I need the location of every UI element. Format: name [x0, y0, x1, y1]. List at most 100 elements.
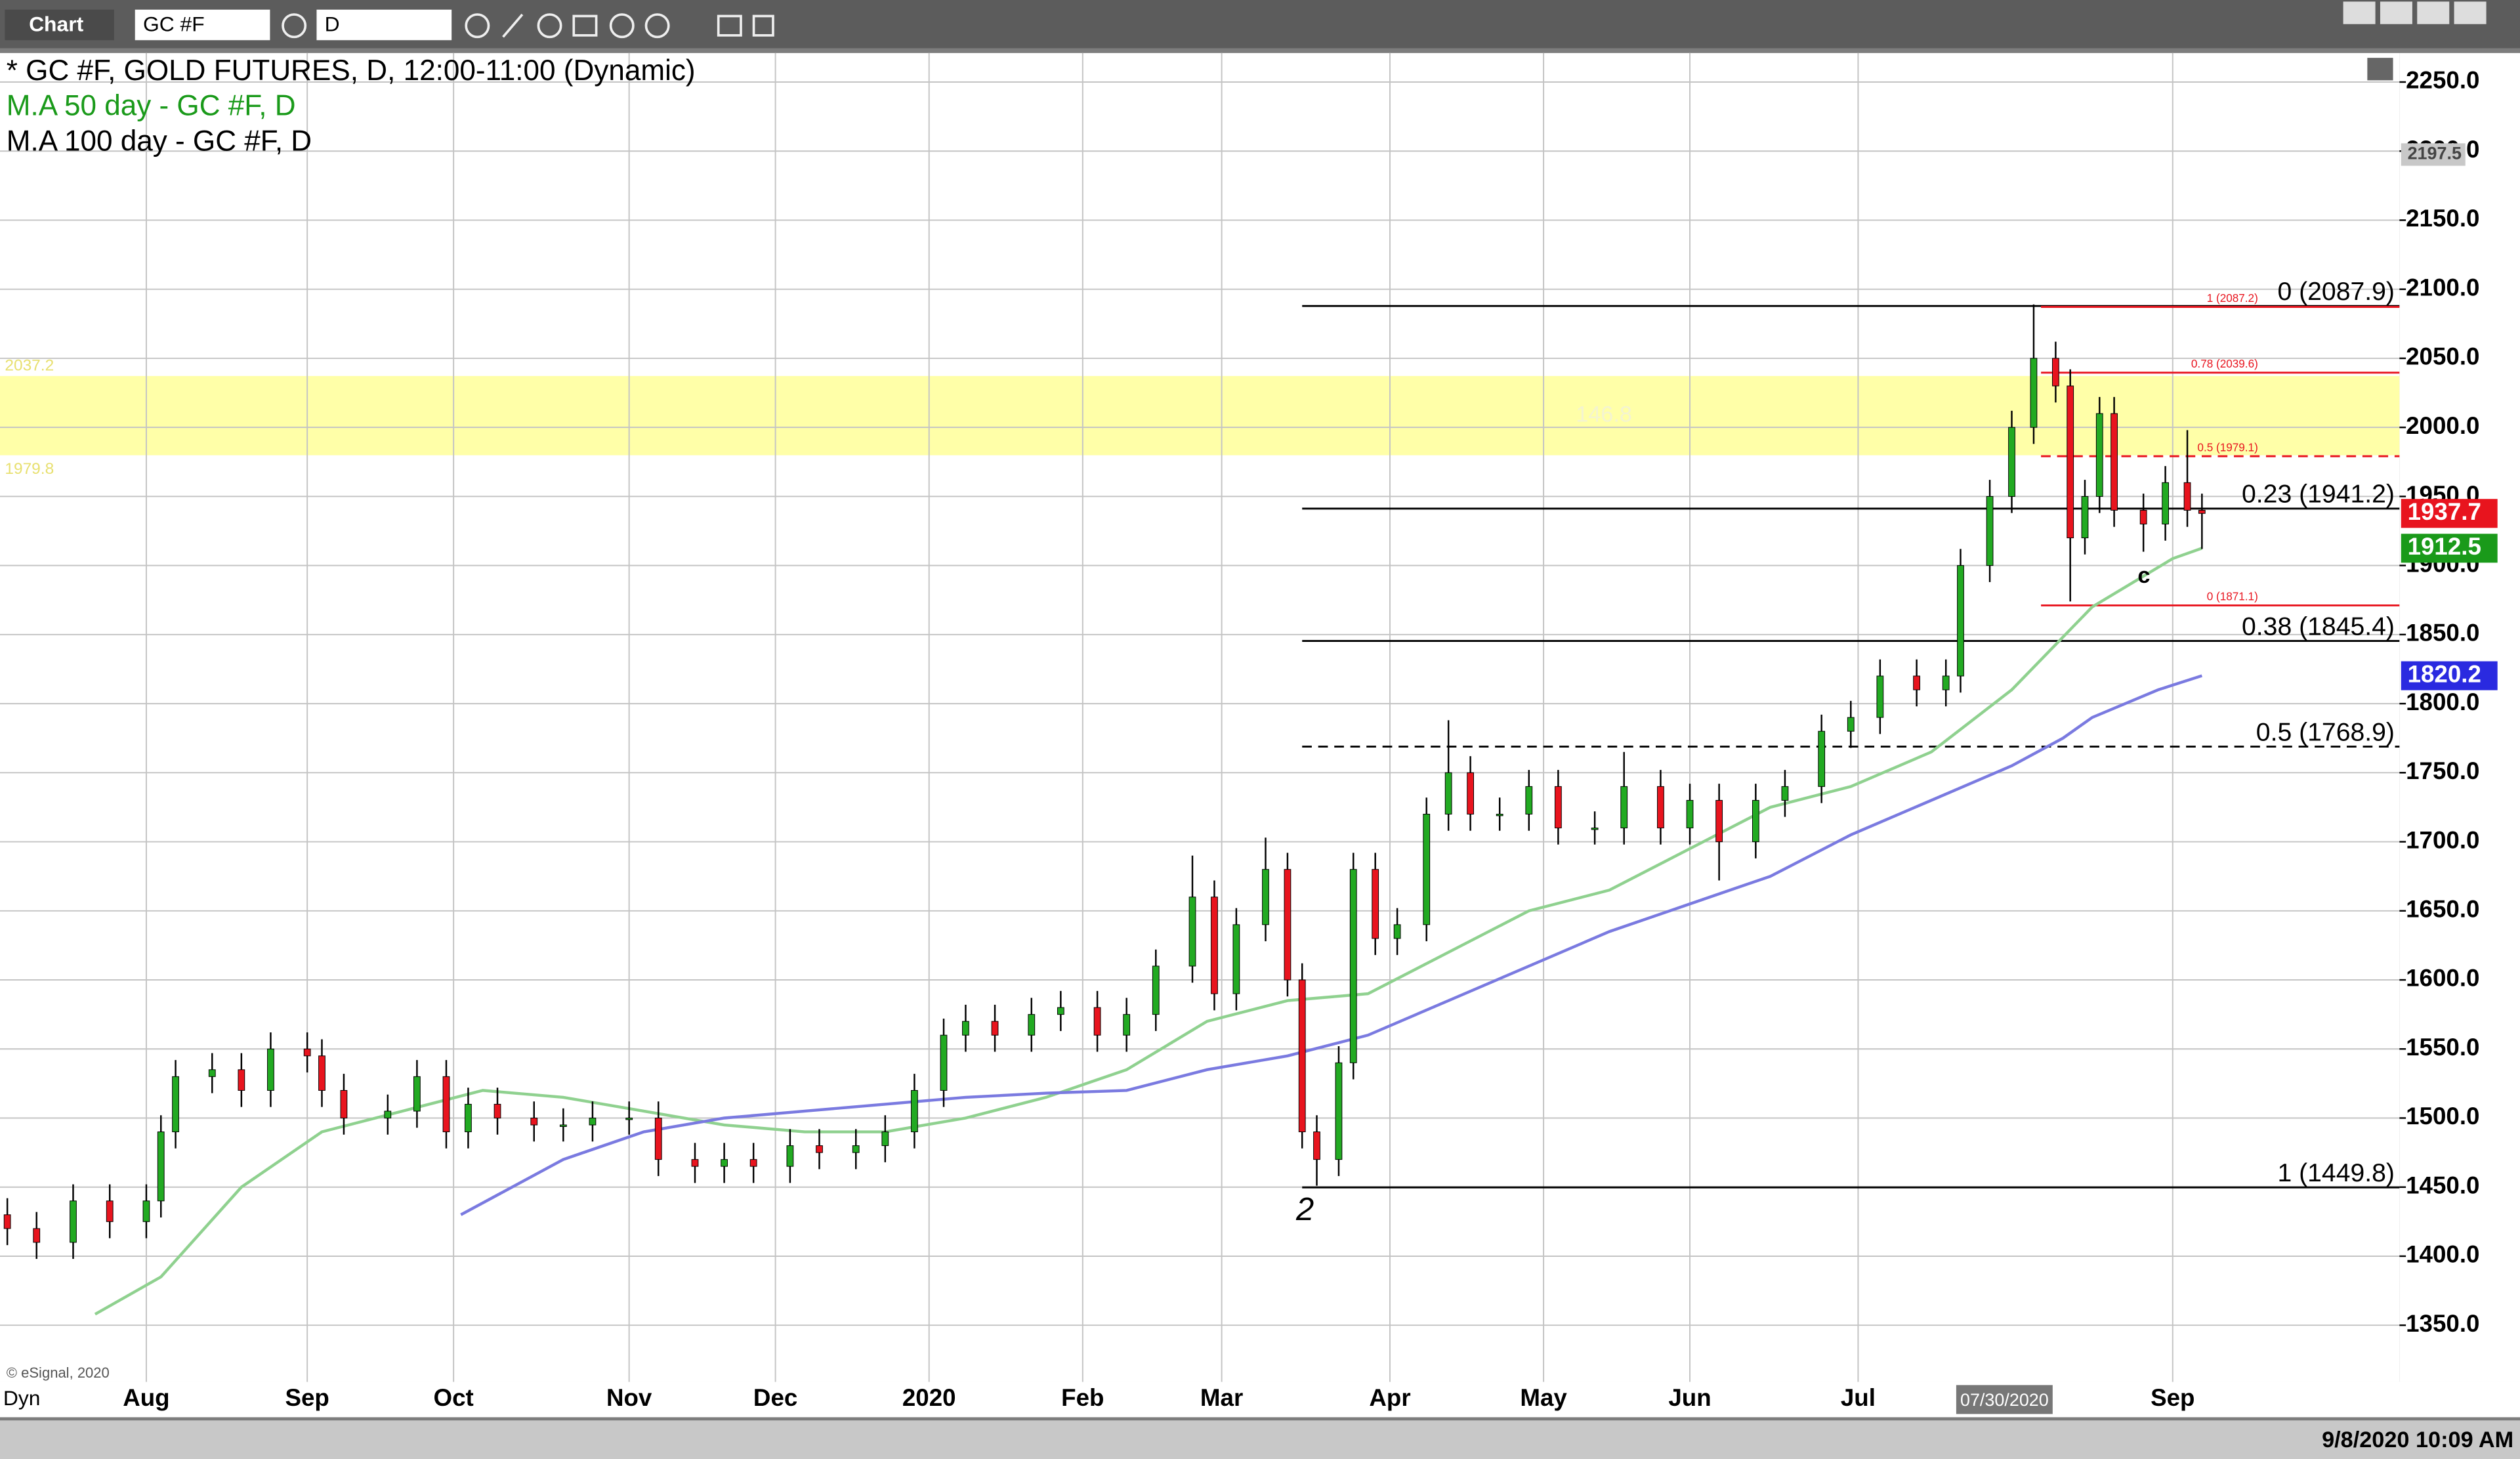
candle-body [721, 1159, 728, 1167]
candle-body [816, 1145, 823, 1153]
candle-body [1423, 813, 1431, 925]
candle-body [1335, 1062, 1343, 1160]
toolbar-icons [282, 13, 774, 39]
moving-average [94, 547, 2203, 1316]
candle-body [1262, 869, 1269, 925]
candle-body [1657, 786, 1664, 829]
candle-body [1913, 675, 1920, 690]
candle-body [142, 1200, 150, 1222]
icon[interactable] [752, 14, 774, 37]
candle-body [2139, 509, 2147, 524]
candle-body [267, 1048, 274, 1091]
candle-body [1847, 717, 1855, 732]
candle-body [318, 1055, 326, 1091]
candle-body [2081, 496, 2089, 539]
band-bottom-label: 1979.8 [5, 460, 54, 478]
y-tick-label: 2050.0 [2406, 343, 2479, 370]
candle-body [494, 1103, 501, 1118]
x-tick-label: Jun [1668, 1384, 1711, 1411]
x-tick-label: May [1520, 1384, 1567, 1411]
x-tick-label: Aug [123, 1384, 169, 1411]
candle-body [157, 1131, 165, 1202]
window-button[interactable] [2454, 1, 2487, 24]
chart-title: * GC #F, GOLD FUTURES, D, 12:00-11:00 (D… [7, 54, 696, 87]
candle-body [1620, 786, 1628, 829]
interval: D [325, 12, 340, 36]
y-tick-label: 2100.0 [2406, 274, 2479, 301]
candle-body [238, 1069, 245, 1091]
x-tick-label: Dec [753, 1384, 797, 1411]
candle-body [2095, 413, 2103, 497]
window-button[interactable] [2417, 1, 2450, 24]
candle-body [940, 1034, 948, 1091]
y-tick-label: 1450.0 [2406, 1172, 2479, 1198]
icon[interactable] [644, 13, 670, 39]
candle-body [1211, 897, 1218, 994]
y-tick-label: 2000.0 [2406, 412, 2479, 439]
y-tick-label: 2150.0 [2406, 205, 2479, 232]
highlight-band [0, 375, 2400, 455]
wave-label: 2 [1295, 1192, 1314, 1227]
timestamp: 9/8/2020 10:09 AM [2322, 1427, 2513, 1452]
candle-body [881, 1131, 889, 1147]
fib-label: 0.38 (1845.4) [2242, 612, 2395, 641]
candle-body [625, 1118, 633, 1120]
x-tick-label: Sep [285, 1384, 329, 1411]
icon[interactable] [572, 14, 598, 37]
icon[interactable] [717, 14, 742, 37]
status-bar [0, 1420, 2520, 1459]
fib-label: 0.23 (1941.2) [2242, 480, 2395, 509]
y-tick-label: 1550.0 [2406, 1034, 2479, 1061]
interval-input[interactable] [316, 9, 452, 41]
fib-label: 0.5 (1768.9) [2256, 718, 2395, 746]
candle-body [1123, 1014, 1131, 1036]
icon[interactable] [465, 13, 490, 39]
legend-entry: M.A 50 day - GC #F, D [7, 90, 296, 122]
y-tick-label: 1350.0 [2406, 1310, 2479, 1337]
candle-body [1525, 786, 1533, 814]
candle-body [1349, 869, 1357, 1063]
candle-body [1028, 1014, 1036, 1036]
icon[interactable] [502, 13, 524, 38]
x-tick-label: Feb [1061, 1384, 1104, 1411]
mode-label: Dyn [3, 1386, 41, 1410]
candle-body [303, 1048, 311, 1057]
chart-button[interactable] [5, 9, 114, 41]
window-button[interactable] [2343, 1, 2376, 24]
candle-body [2110, 413, 2118, 511]
candle-body [1818, 730, 1826, 787]
icon[interactable] [282, 13, 307, 39]
x-tick-label: Sep [2151, 1384, 2194, 1411]
x-tick-label: Nov [606, 1384, 652, 1411]
candle-body [1496, 813, 1503, 816]
candle-body [1232, 924, 1240, 994]
icon[interactable] [537, 13, 562, 39]
candle-body [1467, 772, 1475, 814]
price-tag [2401, 534, 2498, 563]
symbol-input[interactable] [135, 9, 270, 41]
candle-body [3, 1214, 11, 1229]
x-tick-label: Oct [434, 1384, 474, 1411]
candle-body [442, 1076, 450, 1133]
price-tag-label: 2197.5 [2408, 144, 2462, 163]
candle-body [70, 1200, 77, 1243]
x-tick-label: 2020 [902, 1384, 956, 1411]
band-label: 146.8 [1576, 402, 1632, 427]
maximize-pane[interactable] [2367, 58, 2393, 81]
candle-body [749, 1159, 757, 1167]
candle-body [340, 1089, 348, 1118]
y-tick-label: 1500.0 [2406, 1103, 2479, 1130]
symbol: GC #F [143, 12, 205, 36]
x-tick-label: Apr [1369, 1384, 1410, 1411]
cursor-label: 07/30/2020 [1960, 1390, 2049, 1410]
candle-body [852, 1145, 860, 1153]
icon[interactable] [609, 13, 635, 39]
price-tag [2401, 661, 2498, 690]
candle-body [911, 1089, 918, 1133]
candle-body [2030, 358, 2038, 428]
window-button[interactable] [2380, 1, 2412, 24]
candle-body [1752, 799, 1759, 843]
candle-body [172, 1076, 179, 1133]
legend-entry: M.A 100 day - GC #F, D [7, 125, 312, 158]
